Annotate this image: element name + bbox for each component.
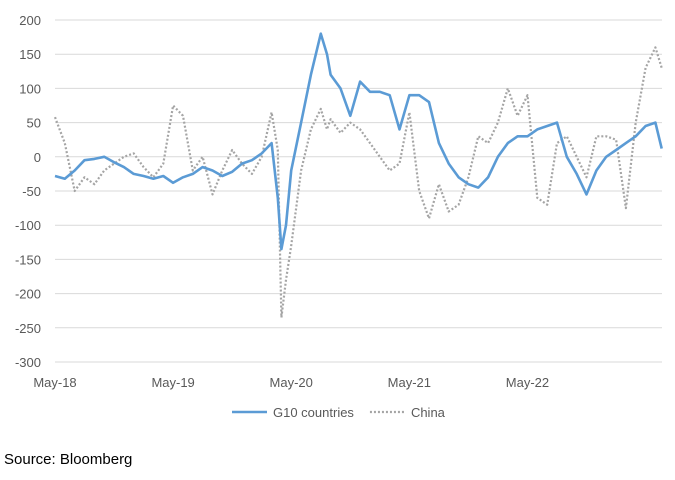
y-tick-label: 200 xyxy=(19,13,41,28)
series-lines xyxy=(53,32,663,319)
y-tick-label: -50 xyxy=(22,184,41,199)
grid-lines xyxy=(55,19,662,363)
x-tick-label: May-22 xyxy=(506,375,549,390)
y-tick-label: 0 xyxy=(34,150,41,165)
series-line-china xyxy=(53,46,663,319)
y-tick-label: -250 xyxy=(15,321,41,336)
y-tick-label: -300 xyxy=(15,355,41,370)
x-axis-tick-labels: May-18 May-19 May-20 May-21 May-22 xyxy=(33,375,549,390)
series-line-g10-countries xyxy=(54,32,663,251)
y-axis-tick-labels: 200 150 100 50 0 -50 -100 -150 -200 -250 -300 xyxy=(15,13,41,370)
legend-label: China xyxy=(411,405,446,420)
y-tick-label: 100 xyxy=(19,81,41,96)
y-tick-label: 150 xyxy=(19,47,41,62)
y-tick-label: 50 xyxy=(27,116,41,131)
x-tick-label: May-20 xyxy=(270,375,313,390)
x-tick-label: May-18 xyxy=(33,375,76,390)
y-tick-label: -100 xyxy=(15,218,41,233)
x-tick-label: May-19 xyxy=(151,375,194,390)
y-tick-label: -200 xyxy=(15,287,41,302)
legend: G10 countries China xyxy=(232,405,446,420)
y-tick-label: -150 xyxy=(15,252,41,267)
x-tick-label: May-21 xyxy=(388,375,431,390)
source-note: Source: Bloomberg xyxy=(4,451,133,468)
legend-label: G10 countries xyxy=(273,405,354,420)
